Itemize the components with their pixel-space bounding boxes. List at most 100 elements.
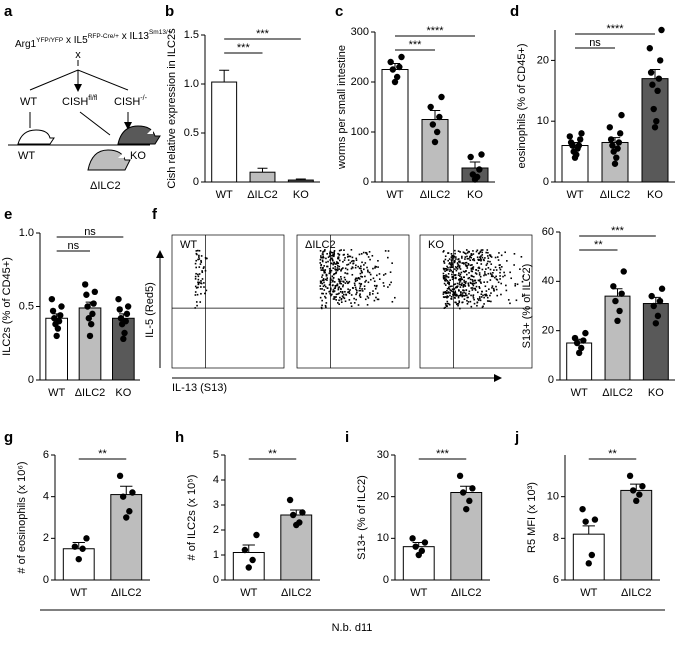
data-point	[463, 505, 470, 513]
flow-event	[346, 256, 349, 258]
flow-event	[348, 255, 350, 258]
flow-event	[452, 293, 454, 296]
flow-event	[329, 250, 332, 253]
flow-event	[463, 298, 466, 301]
flow-event	[514, 283, 517, 285]
flow-event	[321, 292, 323, 295]
flow-event	[443, 268, 445, 271]
flow-event	[478, 259, 481, 261]
flow-event	[499, 268, 502, 271]
flow-event	[337, 288, 340, 291]
flow-event	[468, 276, 471, 279]
flow-event	[480, 263, 483, 265]
flow-event	[319, 258, 322, 261]
data-point	[612, 297, 619, 305]
data-point	[476, 166, 483, 173]
flow-event	[333, 287, 336, 290]
flow-panel: WT	[171, 234, 285, 369]
y-tick-label: 1.0	[19, 227, 34, 239]
flow-event	[334, 269, 337, 271]
flow-event	[325, 306, 327, 309]
flow-event	[449, 268, 451, 271]
flow-event	[367, 270, 369, 273]
flow-event	[469, 300, 472, 303]
data-point	[286, 496, 294, 504]
flow-event	[464, 258, 466, 260]
flow-event	[319, 262, 322, 264]
genotype-base: CISH	[114, 96, 140, 108]
data-point	[85, 315, 92, 322]
flow-event	[347, 259, 350, 261]
flow-event	[359, 285, 362, 287]
flow-event	[341, 295, 344, 297]
flow-event	[195, 272, 197, 275]
flow-event	[458, 272, 460, 275]
flow-event	[350, 267, 353, 270]
flow-event	[328, 290, 330, 293]
flow-event	[450, 263, 453, 265]
flow-event	[325, 292, 328, 295]
flow-event	[202, 267, 205, 269]
flow-event	[332, 289, 335, 291]
flow-event	[320, 269, 323, 271]
data-point	[89, 310, 96, 318]
flow-event	[356, 291, 358, 294]
flow-event	[368, 271, 371, 274]
flow-event	[488, 300, 491, 302]
flow-event	[341, 291, 344, 293]
flow-event	[342, 296, 345, 299]
data-point	[577, 136, 584, 143]
flow-event	[356, 277, 358, 280]
flow-event	[194, 285, 197, 288]
flow-event	[321, 276, 323, 278]
flow-event	[323, 279, 325, 281]
sig-label: ***	[409, 39, 423, 51]
flow-event	[480, 296, 483, 298]
flow-event	[447, 273, 450, 275]
flow-event	[486, 262, 489, 265]
flow-event	[474, 289, 477, 291]
flow-event	[495, 275, 497, 278]
y-tick-label: 0	[543, 176, 549, 188]
data-point	[433, 128, 441, 136]
genotype-sup: -/-	[140, 94, 147, 102]
flow-event	[323, 270, 325, 273]
flow-event	[332, 298, 335, 300]
flow-event	[497, 259, 500, 261]
flow-event	[340, 280, 342, 282]
schematic	[8, 60, 161, 171]
sig-label: ***	[237, 42, 251, 54]
y-tick-label: 0	[363, 176, 369, 188]
flow-event	[472, 284, 475, 287]
flow-event	[499, 271, 501, 274]
flow-event	[325, 261, 327, 264]
flow-event	[341, 267, 343, 270]
flow-event	[387, 256, 389, 259]
flow-box	[296, 234, 410, 369]
flow-event	[334, 296, 336, 298]
flow-event	[330, 294, 332, 297]
flow-event	[338, 299, 340, 302]
error-bar	[582, 525, 595, 535]
flow-event	[447, 291, 450, 293]
flow-event	[481, 290, 483, 293]
flow-event	[458, 278, 461, 280]
data-point	[409, 535, 416, 542]
flow-event	[328, 272, 331, 275]
flow-event	[458, 300, 461, 302]
flow-event	[195, 250, 198, 252]
flow-event	[374, 265, 377, 268]
data-point	[123, 310, 131, 318]
flow-event	[462, 286, 465, 288]
flow-event	[201, 270, 203, 272]
flow-event	[445, 291, 447, 294]
flow-event	[462, 251, 465, 254]
flow-event	[204, 292, 206, 295]
data-point	[607, 136, 615, 143]
error-bar	[429, 110, 441, 120]
data-point	[299, 509, 306, 516]
flow-event	[320, 280, 322, 283]
flow-event	[451, 285, 453, 288]
flow-event	[450, 269, 453, 272]
flow-event	[355, 293, 357, 296]
